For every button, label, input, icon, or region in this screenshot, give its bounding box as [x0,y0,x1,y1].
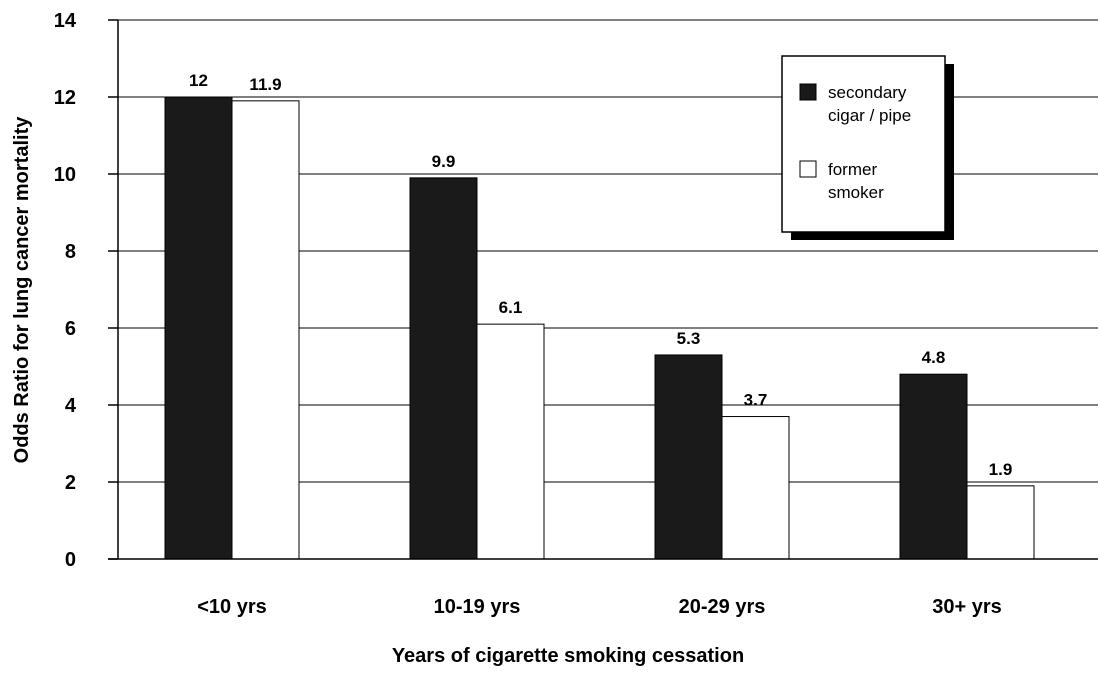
legend-swatch-former [799,160,817,178]
y-tick-label: 0 [65,549,76,571]
y-tick-label: 6 [65,318,76,340]
bar-former-smoker [721,416,790,560]
bar-former-smoker [476,323,545,560]
legend-label: smoker [828,183,884,202]
y-tick-label: 12 [54,87,76,109]
legend: secondary cigar / pipe former smoker [781,55,954,240]
legend-label: cigar / pipe [828,106,911,125]
bars [164,96,1035,560]
x-category-label: 30+ yrs [932,596,1002,618]
bar-secondary-cigar-pipe [654,354,723,560]
bar-secondary-cigar-pipe [409,177,478,560]
x-category-labels: <10 yrs 10-19 yrs 20-29 yrs 30+ yrs [197,596,1002,618]
y-tick-label: 4 [65,395,77,417]
data-label: 1.9 [989,460,1013,479]
y-axis-title: Odds Ratio for lung cancer mortality [11,116,33,464]
bar-secondary-cigar-pipe [899,373,968,560]
bar-former-smoker [966,485,1035,560]
x-category-label: 20-29 yrs [679,596,766,618]
x-category-label: <10 yrs [197,596,267,618]
data-label: 9.9 [432,152,456,171]
legend-swatch-secondary [799,83,817,101]
x-category-label: 10-19 yrs [434,596,521,618]
data-label: 3.7 [744,391,768,410]
y-tick-label: 2 [65,472,76,494]
data-label: 12 [189,71,208,90]
x-axis-title: Years of cigarette smoking cessation [392,645,744,667]
data-labels: 12 11.9 9.9 6.1 5.3 3.7 4.8 1.9 [189,71,1012,479]
data-label: 4.8 [922,348,946,367]
data-label: 11.9 [249,75,281,94]
bar-secondary-cigar-pipe [164,96,233,560]
legend-label: secondary [828,83,907,102]
y-tick-label: 10 [54,164,76,186]
legend-label: former [828,160,877,179]
bar-former-smoker [231,100,300,560]
y-tick-labels: 0 2 4 6 8 10 12 14 [54,10,77,571]
data-label: 6.1 [499,298,523,317]
axes [108,20,1098,560]
y-tick-label: 8 [65,241,76,263]
y-tick-label: 14 [54,10,77,32]
data-label: 5.3 [677,329,701,348]
